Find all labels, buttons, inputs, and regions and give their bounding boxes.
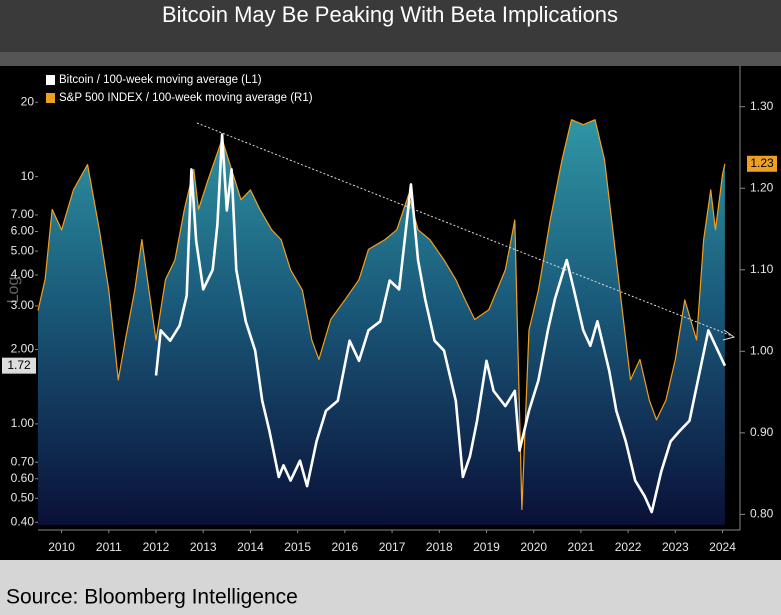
y2-tick-label: 1.10 (750, 262, 774, 276)
plot-area (37, 119, 727, 525)
area (38, 119, 725, 525)
y-tick-label: 20 (21, 94, 35, 108)
chart-title: Bitcoin May Be Peaking With Beta Implica… (162, 2, 618, 27)
value-label: 1.23 (750, 156, 774, 170)
legend-swatch (46, 75, 55, 85)
y2-tick-label: 0.80 (750, 507, 774, 521)
y-tick-label: 7.00 (11, 207, 35, 221)
y2-tick-label: 0.90 (750, 425, 774, 439)
x-tick-label: 2011 (96, 540, 122, 554)
x-tick-label: 2019 (473, 540, 500, 554)
y-tick-label: 5.00 (11, 243, 35, 257)
y2-tick-label: 1.00 (750, 343, 774, 357)
y-tick-label: 1.00 (11, 416, 35, 430)
legend-swatch (46, 93, 55, 103)
x-tick-label: 2016 (332, 540, 359, 554)
x-tick-label: 2023 (662, 540, 689, 554)
y-tick-label: 0.60 (11, 471, 35, 485)
x-tick-label: 2018 (426, 540, 453, 554)
value-label-box (747, 155, 777, 172)
y2-tick-label: 1.30 (750, 99, 774, 113)
x-tick-label: 2010 (48, 540, 75, 554)
series-line (37, 119, 726, 511)
y-tick-label: 0.50 (11, 490, 35, 504)
legend-label: S&P 500 INDEX / 100-week moving average … (59, 92, 313, 104)
legend-label: Bitcoin / 100-week moving average (L1) (59, 74, 262, 86)
y-tick-label: 2.00 (11, 342, 35, 356)
x-tick-label: 2021 (568, 540, 595, 554)
series-line (154, 133, 727, 514)
x-tick-label: 2015 (284, 540, 311, 554)
title-gap (0, 52, 781, 66)
y-tick-label: 6.00 (11, 224, 35, 238)
y-tick-label: 0.70 (11, 454, 35, 468)
trend-arrow (722, 329, 736, 341)
x-tick-label: 2017 (379, 540, 406, 554)
y-tick-label: 0.40 (11, 514, 35, 528)
x-tick-label: 2020 (520, 540, 547, 554)
source: Source: Bloomberg Intelligence (6, 586, 298, 609)
x-tick-label: 2022 (615, 540, 642, 554)
legend-box (42, 70, 367, 110)
x-tick-label: 2013 (190, 540, 217, 554)
x-tick-label: 2014 (237, 540, 264, 554)
footer-bar (0, 560, 781, 615)
y-tick-label: 10 (21, 169, 35, 183)
y2-tick-label: 1.20 (750, 180, 774, 194)
y-axis-label: Log (5, 277, 22, 304)
value-label-box (2, 357, 36, 374)
y-tick-label: 4.00 (11, 267, 35, 281)
title-bar (0, 0, 781, 52)
x-tick-label: 2024 (709, 540, 736, 554)
x-tick-label: 2012 (143, 540, 170, 554)
value-label: 1.72 (7, 358, 31, 372)
y-tick-label: 3.00 (11, 298, 35, 312)
